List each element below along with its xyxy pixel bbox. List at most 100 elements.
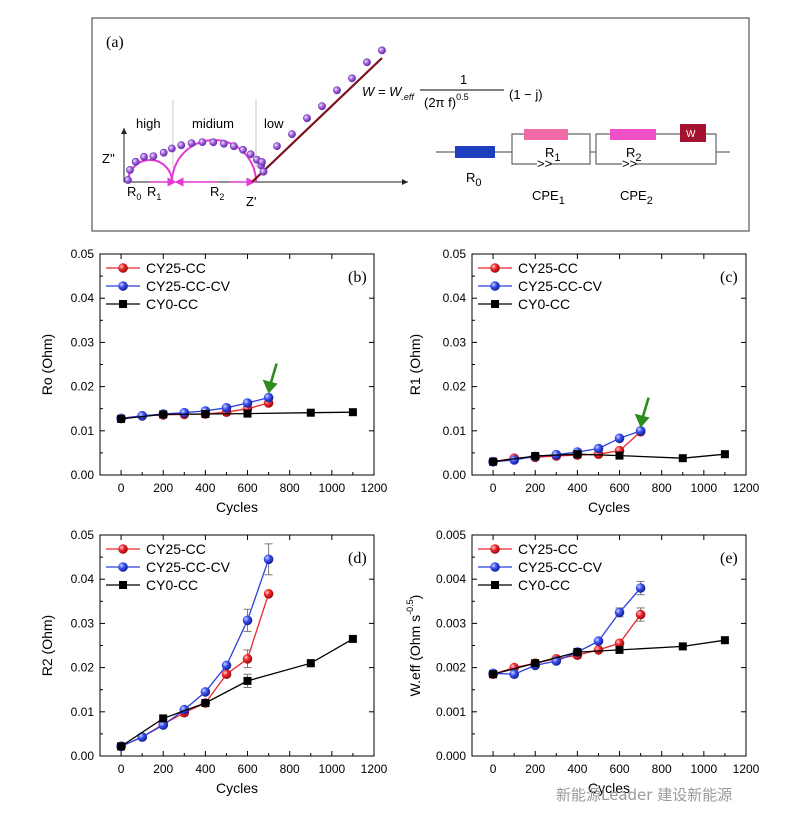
point-cy0_cc [615,645,624,654]
point-cy25_cc [242,654,253,664]
nyquist-point [303,114,311,123]
x-tick-label: 400 [195,762,215,776]
x-tick-label: 1200 [733,481,760,495]
y-tick-label: 0.01 [443,424,467,438]
plot-frame [99,534,375,757]
y-tick-label: 0.04 [443,291,467,305]
point-cy25_cccv [242,398,253,408]
nyquist-point [126,166,134,174]
x-tick-label: 1200 [361,762,388,776]
point-cy0_cc [531,452,540,460]
y-tick-label: 0.005 [436,528,466,542]
y-tick-label: 0.03 [71,335,95,349]
y-tick-label: 0.03 [71,616,95,630]
nyquist-point [149,152,158,161]
nyquist-point [177,141,186,150]
y-tick-label: 0.04 [71,291,95,305]
x-axis-label: Cycles [588,780,630,796]
nyquist-point [288,130,296,138]
x-tick-label: 400 [567,481,587,495]
plot-frame [471,253,747,476]
r1-element [524,129,568,140]
x-tick-label: 200 [153,481,173,495]
legend-marker-cy0_cc [119,581,127,589]
y-tick-label: 0.02 [443,380,467,394]
axis-r1-label: R1 [147,184,161,202]
circuit-cpe2-label: CPE2 [620,188,653,207]
x-tick-label: 800 [280,481,300,495]
y-axis-label: R1 (Ohm) [407,334,423,395]
point-cy25_cccv [137,732,147,742]
axis-r0-label: R0 [127,184,141,202]
x-axis-label: Cycles [216,780,258,796]
x-tick-label: 200 [525,481,545,495]
point-cy0_cc [678,642,687,651]
y-tick-label: 0.05 [71,247,95,261]
y-tick-label: 0.00 [71,468,95,482]
point-cy0_cc [573,450,582,459]
point-cy25_cccv [263,554,274,565]
warburg-line [251,57,383,183]
x-tick-label: 600 [610,481,630,495]
plot-frame [99,253,375,476]
legend-label-cy25_cc: CY25-CC [146,541,206,557]
y-tick-label: 0.003 [436,616,466,630]
point-cy25_cccv [593,443,604,454]
point-cy25_cccv [158,720,168,730]
legend-label-cy25_cc: CY25-CC [518,541,578,557]
point-cy0_cc [720,450,729,459]
y-tick-label: 0.04 [71,572,95,586]
warburg-denominator: (2π f)0.5 [424,92,469,110]
x-tick-label: 0 [490,481,497,495]
panel-a-frame [91,17,750,232]
x-tick-label: 600 [238,481,258,495]
panel-label: (e) [720,550,738,567]
nyquist-point [198,138,207,146]
chart-panel-d: 0 200 400 600 800 1000 1200 0.00 0.01 0.02 0.03 0.0… [39,528,388,796]
point-cy25_cccv [635,583,646,593]
legend-marker-cy0_cc [491,581,499,589]
x-tick-label: 0 [490,762,497,776]
nyquist-point [363,58,371,67]
plot-frame [471,534,747,757]
y-tick-label: 0.05 [443,247,467,261]
cpe2-symbol: >> [622,156,637,171]
circuit-cpe1-label: CPE1 [532,188,565,207]
series-line-cy0_cc [492,639,725,675]
panel-label: (b) [348,269,367,286]
y-tick-label: 0.002 [436,661,466,675]
x-tick-label: 200 [153,762,173,776]
point-cy0_cc [348,634,357,643]
y-tick-label: 0.01 [71,424,95,438]
point-cy0_cc [615,451,624,460]
y-tick-label: 0.05 [71,528,95,542]
region-high-label: high [136,116,161,131]
trend-arrow-head [634,413,650,428]
nyquist-point [258,158,266,166]
nyquist-point [219,139,228,148]
nyquist-point [333,86,341,95]
nyquist-point [209,138,218,147]
panel-label: (d) [348,550,367,567]
region-low-label: low [264,116,284,131]
legend-label-cy25_cc: CY25-CC [146,260,206,276]
legend-marker-cy25_cccv [490,562,500,572]
point-cy25_cccv [509,455,519,465]
warburg-equation-lhs: W = W.eff [362,84,415,102]
x-tick-label: 400 [567,762,587,776]
nyquist-points [124,46,386,184]
watermark: 新能源Leader 建设新能源 [556,786,732,804]
point-cy0_cc [243,409,252,418]
legend-label-cy0_cc: CY0-CC [146,577,198,593]
point-cy0_cc [117,414,126,423]
x-tick-label: 1000 [690,481,717,495]
legend-label-cy25_cc: CY25-CC [518,260,578,276]
x-tick-label: 1000 [690,762,717,776]
x-tick-label: 200 [525,762,545,776]
block1-wires [511,133,591,165]
legend-marker-cy25_cccv [490,281,500,291]
legend-label-cy25_cccv: CY25-CC-CV [518,278,603,294]
nyquist-point [159,148,168,157]
point-cy0_cc [159,410,168,419]
series-line-cy0_cc [120,638,354,747]
